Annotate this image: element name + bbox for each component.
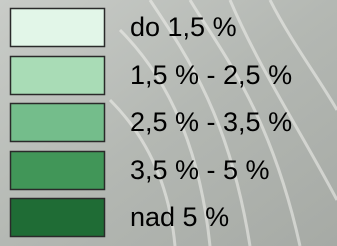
legend-label: 1,5 % - 2,5 % [130, 60, 292, 90]
legend-swatch [11, 57, 105, 95]
legend-swatch [11, 9, 105, 47]
legend-label: nad 5 % [130, 202, 229, 232]
legend-label: 2,5 % - 3,5 % [130, 107, 292, 137]
legend-label: do 1,5 % [130, 12, 237, 42]
map-legend: do 1,5 % 1,5 % - 2,5 % 2,5 % - 3,5 % 3,5 % … [0, 0, 337, 246]
legend-swatch [11, 199, 105, 237]
legend-label: 3,5 % - 5 % [130, 155, 270, 185]
legend-swatch [11, 152, 105, 190]
legend-swatch [11, 104, 105, 142]
